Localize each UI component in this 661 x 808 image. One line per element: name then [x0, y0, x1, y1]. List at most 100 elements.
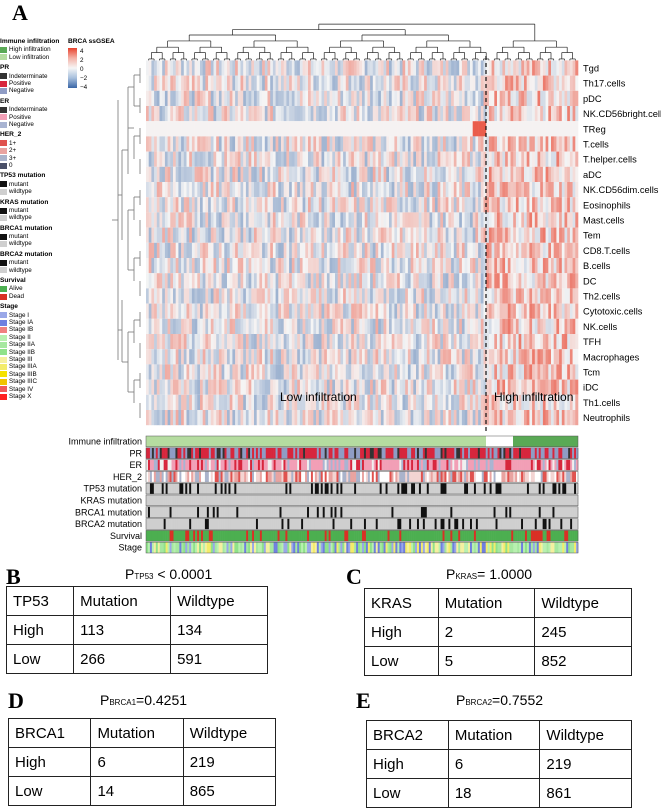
heatmap-cell	[451, 319, 454, 334]
heatmap-cell	[327, 182, 330, 197]
track-segment	[189, 483, 191, 494]
heatmap-cell	[384, 273, 387, 288]
heatmap-cell	[378, 106, 381, 121]
heatmap-cell	[400, 182, 403, 197]
heatmap-cell	[303, 228, 306, 243]
heatmap-cell	[565, 121, 568, 136]
heatmap-cell	[262, 121, 265, 136]
heatmap-cell	[270, 319, 273, 334]
track-segment	[301, 471, 303, 482]
heatmap-cell	[513, 182, 516, 197]
heatmap-cell	[262, 258, 265, 273]
heatmap-cell	[481, 76, 484, 91]
heatmap-cell	[211, 212, 214, 227]
heatmap-cell	[394, 288, 397, 303]
track-segment	[507, 471, 509, 482]
track-segment	[201, 448, 203, 459]
heatmap-cell	[448, 212, 451, 227]
heatmap-cell	[478, 106, 481, 121]
heatmap-cell	[235, 410, 238, 425]
heatmap-cell	[311, 258, 314, 273]
track-segment	[472, 460, 474, 471]
heatmap-cell	[559, 212, 562, 227]
track-segment	[350, 471, 352, 482]
heatmap-cell	[486, 91, 489, 106]
track-segment	[217, 483, 219, 494]
heatmap-cell	[184, 152, 187, 167]
heatmap-cell	[168, 349, 171, 364]
heatmap-cell	[492, 334, 495, 349]
track-segment	[242, 471, 244, 482]
heatmap-cell	[435, 228, 438, 243]
heatmap-cell	[532, 288, 535, 303]
heatmap-cell	[556, 228, 559, 243]
row-label: NK.CD56dim.cells	[583, 185, 659, 195]
heatmap-cell	[322, 106, 325, 121]
heatmap-cell	[457, 91, 460, 106]
heatmap-cell	[478, 152, 481, 167]
heatmap-cell	[465, 182, 468, 197]
row-label: NK.CD56bright.cells	[583, 109, 661, 119]
heatmap-cell	[527, 319, 530, 334]
heatmap-cell	[411, 273, 414, 288]
heatmap-cell	[189, 288, 192, 303]
heatmap-cell	[548, 304, 551, 319]
heatmap-cell	[516, 228, 519, 243]
heatmap-cell	[367, 182, 370, 197]
track-segment	[405, 471, 407, 482]
heatmap-cell	[227, 410, 230, 425]
track-segment	[187, 448, 189, 459]
track-segment	[401, 448, 403, 459]
heatmap-cell	[170, 197, 173, 212]
heatmap-cell	[168, 182, 171, 197]
row-label: T.cells	[583, 140, 609, 150]
track-segment	[256, 471, 258, 482]
track-segment	[517, 448, 519, 459]
heatmap-cell	[500, 228, 503, 243]
heatmap-cell	[489, 364, 492, 379]
track-segment	[177, 471, 179, 482]
heatmap-cell	[446, 319, 449, 334]
track-segment	[531, 471, 533, 482]
heatmap-cell	[467, 152, 470, 167]
heatmap-cell	[408, 152, 411, 167]
heatmap-cell	[435, 395, 438, 410]
heatmap-cell	[575, 182, 578, 197]
heatmap-cell	[538, 60, 541, 75]
heatmap-cell	[165, 364, 168, 379]
heatmap-cell	[292, 349, 295, 364]
track-segment	[309, 471, 311, 482]
heatmap-cell	[502, 334, 505, 349]
heatmap-cell	[278, 334, 281, 349]
heatmap-cell	[575, 273, 578, 288]
heatmap-cell	[265, 349, 268, 364]
heatmap-cell	[176, 167, 179, 182]
track-segment	[270, 448, 272, 459]
heatmap-cell	[540, 76, 543, 91]
heatmap-cell	[397, 212, 400, 227]
heatmap-cell	[300, 243, 303, 258]
heatmap-cell	[251, 334, 254, 349]
track-segment	[213, 448, 215, 459]
track-segment	[313, 460, 315, 471]
heatmap-cell	[324, 364, 327, 379]
heatmap-cell	[465, 197, 468, 212]
heatmap-cell	[335, 106, 338, 121]
heatmap-cell	[394, 258, 397, 273]
heatmap-cell	[489, 197, 492, 212]
heatmap-cell	[486, 167, 489, 182]
heatmap-cell	[432, 228, 435, 243]
heatmap-cell	[365, 182, 368, 197]
heatmap-cell	[278, 288, 281, 303]
heatmap-cell	[543, 273, 546, 288]
heatmap-cell	[181, 258, 184, 273]
heatmap-cell	[200, 60, 203, 75]
heatmap-cell	[367, 380, 370, 395]
heatmap-cell	[524, 167, 527, 182]
heatmap-cell	[440, 380, 443, 395]
heatmap-cell	[370, 228, 373, 243]
heatmap-cell	[500, 212, 503, 227]
heatmap-cell	[524, 258, 527, 273]
heatmap-cell	[430, 228, 433, 243]
heatmap-cell	[373, 106, 376, 121]
